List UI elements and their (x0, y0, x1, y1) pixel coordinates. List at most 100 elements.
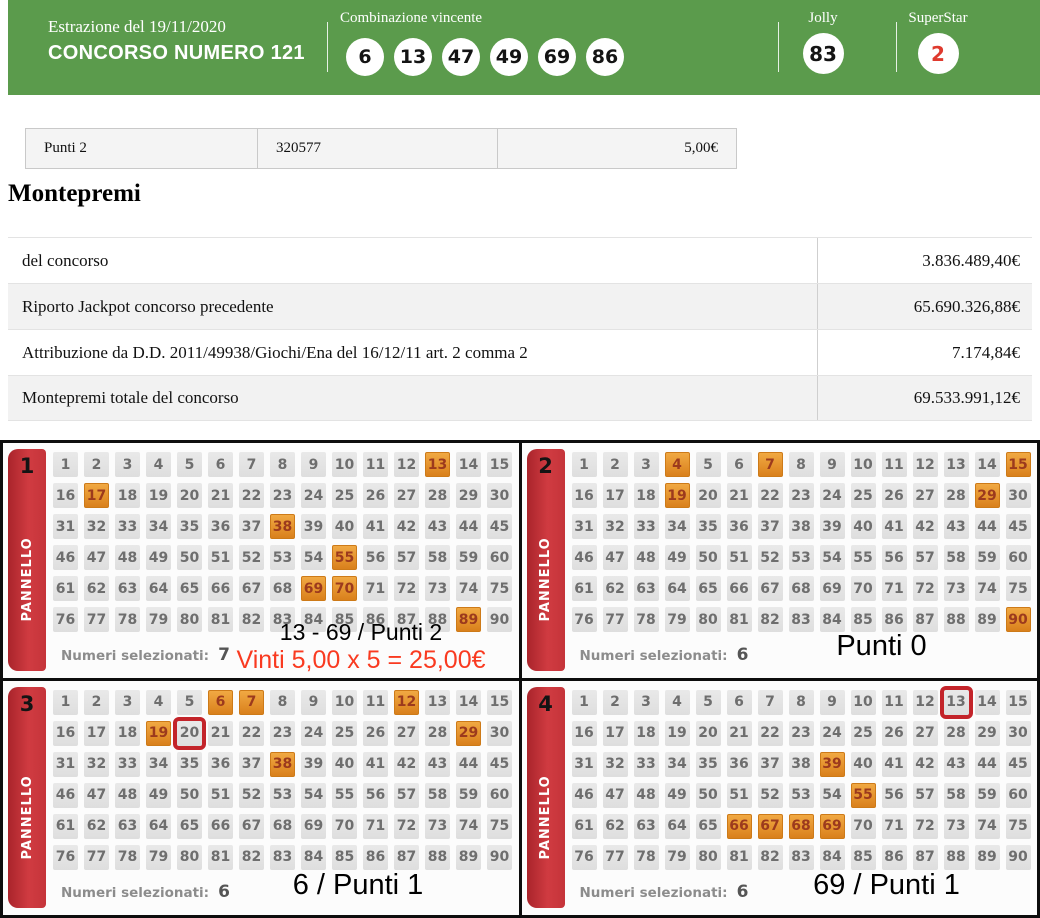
number-cell: 89 (974, 607, 1000, 632)
number-cell: 44 (456, 751, 481, 777)
superstar-number-ball: 2 (917, 33, 959, 74)
number-cell: 36 (726, 514, 752, 539)
number-cell: 21 (208, 720, 233, 746)
number-cell: 17 (602, 483, 628, 508)
panel-tab: 1 PANNELLO (8, 449, 46, 671)
number-cell: 33 (115, 751, 140, 777)
number-cell: 22 (757, 720, 783, 746)
number-cell: 53 (788, 782, 814, 808)
number-cell: 15 (487, 689, 512, 715)
number-cell: 7 (239, 452, 264, 477)
number-cell: 46 (571, 782, 597, 808)
number-cell: 70 (850, 813, 876, 839)
number-cell: 89 (456, 607, 481, 632)
number-cell: 39 (819, 514, 845, 539)
number-cell: 87 (912, 844, 938, 870)
number-cell: 3 (115, 689, 140, 715)
number-cell: 69 (819, 576, 845, 601)
superstar-block: SuperStar 2 (903, 10, 973, 74)
number-cell: 59 (974, 545, 1000, 570)
number-cell: 49 (664, 545, 690, 570)
montepremi-row: del concorso 3.836.489,40€ (8, 237, 1032, 283)
number-cell: 44 (974, 514, 1000, 539)
number-cell: 70 (332, 576, 357, 601)
panel-1: 1 PANNELLO 1 2 3 4 5 6 7 8 9 10 11 12 13 14 15 16 17 18 19 20… (3, 443, 519, 678)
number-cell: 5 (695, 689, 721, 715)
number-cell: 60 (487, 545, 512, 570)
number-cell: 16 (571, 720, 597, 746)
number-cell: 55 (332, 545, 357, 570)
number-cell: 63 (115, 576, 140, 601)
number-cell: 49 (146, 782, 171, 808)
number-cell: 18 (633, 483, 659, 508)
number-cell: 81 (726, 844, 752, 870)
number-cell: 61 (53, 813, 78, 839)
number-cell: 34 (664, 751, 690, 777)
number-cell: 64 (664, 576, 690, 601)
number-cell: 66 (208, 813, 233, 839)
number-cell: 2 (84, 689, 109, 715)
number-cell: 79 (146, 607, 171, 632)
number-cell: 58 (943, 782, 969, 808)
number-cell: 88 (425, 844, 450, 870)
number-cell: 74 (974, 813, 1000, 839)
number-cell: 3 (633, 689, 659, 715)
number-cell: 69 (301, 576, 326, 601)
number-cell: 19 (664, 720, 690, 746)
montepremi-row: Riporto Jackpot concorso precedente 65.69… (8, 283, 1032, 329)
montepremi-row: Attribuzione da D.D. 2011/49938/Giochi/E… (8, 329, 1032, 375)
number-cell: 41 (881, 751, 907, 777)
number-cell: 45 (487, 514, 512, 539)
number-cell: 22 (239, 720, 264, 746)
number-cell: 2 (602, 689, 628, 715)
number-cell: 45 (1005, 751, 1031, 777)
winning-number-ball: 49 (490, 38, 528, 76)
number-cell: 76 (53, 844, 78, 870)
number-cell: 21 (208, 483, 233, 508)
number-cell: 4 (146, 452, 171, 477)
number-cell: 7 (757, 689, 783, 715)
selected-count-label: Numeri selezionati: (579, 885, 728, 901)
montepremi-row-label: Montepremi totale del concorso (8, 376, 818, 420)
number-cell: 12 (912, 452, 938, 477)
number-cell: 51 (726, 782, 752, 808)
number-cell: 65 (695, 813, 721, 839)
number-cell: 35 (177, 751, 202, 777)
number-cell: 54 (819, 782, 845, 808)
number-cell: 27 (394, 483, 419, 508)
number-cell: 6 (726, 452, 752, 477)
prize-winners-count: 320577 (258, 129, 498, 168)
number-cell: 29 (456, 720, 481, 746)
number-cell: 72 (912, 576, 938, 601)
number-cell: 53 (788, 545, 814, 570)
number-cell: 40 (332, 751, 357, 777)
number-cell: 15 (1005, 689, 1031, 715)
number-cell: 16 (571, 483, 597, 508)
number-cell: 75 (1005, 576, 1031, 601)
number-cell: 25 (850, 720, 876, 746)
number-cell: 28 (425, 483, 450, 508)
number-cell: 78 (633, 844, 659, 870)
number-cell: 70 (850, 576, 876, 601)
number-cell: 29 (456, 483, 481, 508)
number-cell: 8 (270, 452, 295, 477)
number-cell: 74 (456, 576, 481, 601)
number-cell: 11 (881, 689, 907, 715)
number-cell: 74 (456, 813, 481, 839)
number-cell: 61 (53, 576, 78, 601)
annotation-result: 6 / Punti 1 (292, 868, 424, 901)
number-cell: 40 (850, 751, 876, 777)
number-cell: 1 (53, 452, 78, 477)
number-cell: 47 (84, 782, 109, 808)
selected-count-label: Numeri selezionati: (579, 647, 728, 664)
number-cell: 50 (177, 545, 202, 570)
draw-date: Estrazione del 19/11/2020 (48, 17, 226, 36)
montepremi-row-label: Riporto Jackpot concorso precedente (8, 284, 818, 329)
panel-tab: 3 PANNELLO (8, 686, 46, 908)
number-cell: 56 (363, 782, 388, 808)
annotation-win-amount: Vinti 5,00 x 5 = 25,00€ (236, 645, 486, 674)
number-cell: 81 (208, 607, 233, 632)
header-divider (896, 22, 897, 72)
panel-number: 1 (19, 454, 35, 478)
number-cell: 10 (332, 689, 357, 715)
